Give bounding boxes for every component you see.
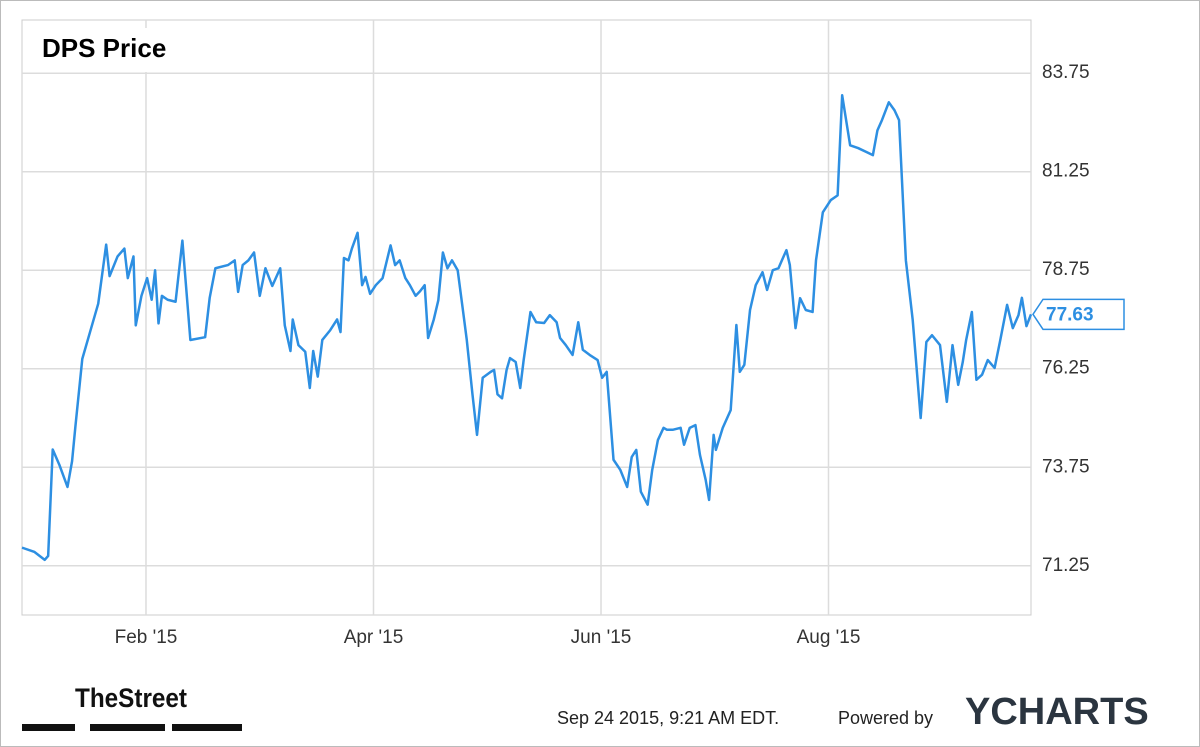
y-tick-label: 73.75 <box>1042 456 1090 477</box>
title-box <box>30 28 216 72</box>
grid <box>22 20 1031 615</box>
y-tick-label: 78.75 <box>1042 259 1090 280</box>
axes: 71.25 73.75 76.25 78.75 81.25 83.75 Feb '15 Apr… <box>115 62 1125 648</box>
x-tick-label: Jun '15 <box>571 627 632 648</box>
last-value-label: 77.63 <box>1046 304 1094 325</box>
price-line <box>21 94 1033 562</box>
timestamp: Sep 24 2015, 9:21 AM EDT. <box>557 708 779 728</box>
y-tick-label: 76.25 <box>1042 358 1090 379</box>
logo-bar <box>90 724 165 731</box>
logo-bar <box>172 724 242 731</box>
powered-by: Powered by <box>838 708 933 728</box>
x-tick-label: Feb '15 <box>115 627 178 648</box>
last-value-flag <box>1032 298 1125 331</box>
provider-logo: YCHARTS <box>965 691 1149 733</box>
x-tick-label: Apr '15 <box>344 627 404 648</box>
plot-area <box>21 19 1032 616</box>
brand-logo: TheStreet <box>75 683 187 713</box>
series <box>21 94 1033 562</box>
y-tick-label: 81.25 <box>1042 161 1090 182</box>
y-tick-label: 71.25 <box>1042 555 1090 576</box>
x-tick-label: Aug '15 <box>797 627 861 648</box>
y-tick-label: 83.75 <box>1042 62 1090 83</box>
logo-bar <box>22 724 75 731</box>
chart-title: DPS Price <box>42 33 166 63</box>
